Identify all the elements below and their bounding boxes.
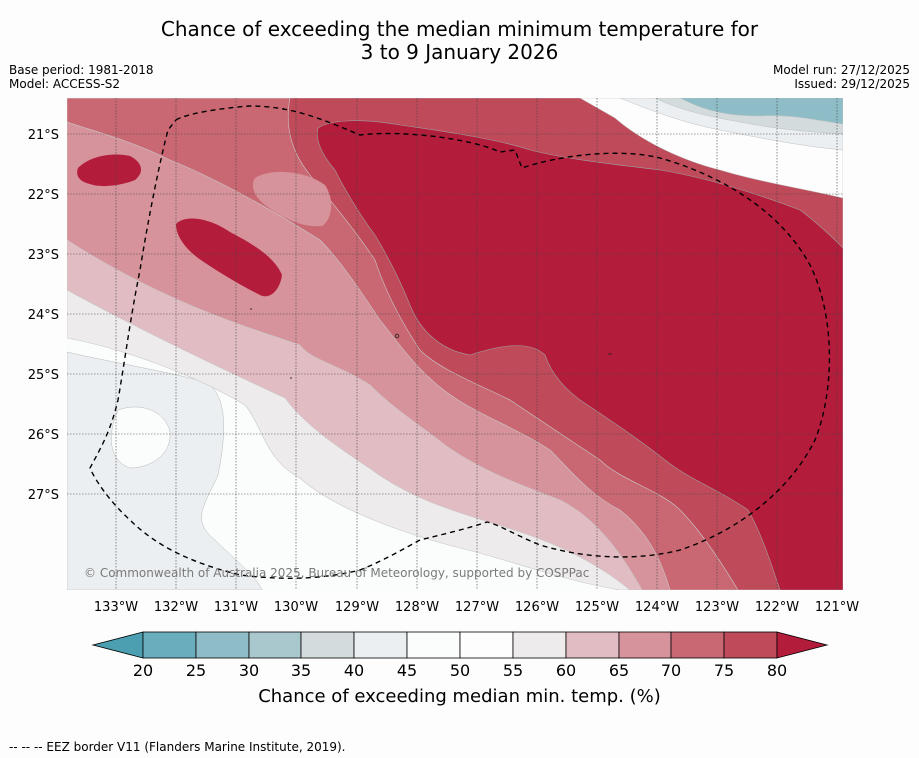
probability-field <box>67 98 843 590</box>
colorbar-segment <box>565 631 620 659</box>
colorbar-tick: 40 <box>344 661 364 680</box>
colorbar-tick: 45 <box>397 661 417 680</box>
lon-label: 127°W <box>455 600 499 615</box>
colorbar-segment <box>300 631 355 659</box>
colorbar-tick: 25 <box>186 661 206 680</box>
colorbar-tick: 80 <box>767 661 787 680</box>
lon-label: 130°W <box>274 600 318 615</box>
model-info: Base period: 1981-2018 Model: ACCESS-S2 <box>9 63 154 91</box>
lon-label: 129°W <box>335 600 379 615</box>
colorbar-segment <box>353 631 408 659</box>
lon-label: 121°W <box>815 600 859 615</box>
band-80-pocket-left <box>77 154 142 187</box>
colorbar-tick: 75 <box>714 661 734 680</box>
lat-label: 26°S <box>28 428 59 443</box>
lat-label: 23°S <box>28 248 59 263</box>
colorbar-segment <box>512 631 567 659</box>
lat-label: 21°S <box>28 128 59 143</box>
colorbar <box>91 631 829 659</box>
band-50-55-island <box>111 406 171 469</box>
colorbar-tick: 70 <box>661 661 681 680</box>
band-65-pocket <box>252 171 332 227</box>
lat-label: 27°S <box>28 488 59 503</box>
lon-label: 132°W <box>154 600 198 615</box>
lon-label: 126°W <box>515 600 559 615</box>
colorbar-label: Chance of exceeding median min. temp. (%… <box>258 686 661 707</box>
lon-label: 123°W <box>695 600 739 615</box>
colorbar-low-extend <box>91 631 144 659</box>
band-80-pocket-center <box>176 218 282 297</box>
longitude-labels: 133°W 132°W 131°W 130°W 129°W 128°W 127°… <box>94 600 859 615</box>
model-run-date: Model run: 27/12/2025 <box>772 63 910 77</box>
colorbar-tick: 50 <box>450 661 470 680</box>
colorbar-high-extend <box>776 631 829 659</box>
model-name: Model: ACCESS-S2 <box>9 77 121 91</box>
lon-label: 131°W <box>214 600 258 615</box>
lon-label: 124°W <box>635 600 679 615</box>
colorbar-segment <box>723 631 778 659</box>
map-copyright: © Commonwealth of Australia 2025, Bureau… <box>84 566 589 580</box>
colorbar-segment <box>406 631 461 659</box>
map-title: Chance of exceeding the median minimum t… <box>0 18 919 64</box>
colorbar-segment <box>459 631 514 659</box>
colorbar-tick: 35 <box>291 661 311 680</box>
colorbar-segment <box>248 631 302 659</box>
lon-label: 128°W <box>395 600 439 615</box>
colorbar-segment <box>670 631 725 659</box>
island-marker <box>394 333 400 339</box>
colorbar-tick: 65 <box>609 661 629 680</box>
colorbar-tick: 30 <box>239 661 259 680</box>
eez-legend-note: -- -- -- EEZ border V11 (Flanders Marine… <box>9 740 346 754</box>
base-period: Base period: 1981-2018 <box>9 63 154 77</box>
band-top-right-cool-4 <box>679 98 843 125</box>
band-80-plus <box>317 120 843 590</box>
lon-label: 125°W <box>575 600 619 615</box>
colorbar-segment <box>195 631 250 659</box>
island-marker-3 <box>290 377 292 379</box>
title-line-1: Chance of exceeding the median minimum t… <box>160 17 759 41</box>
colorbar-tick: 55 <box>503 661 523 680</box>
lon-label: 122°W <box>755 600 799 615</box>
lat-label: 22°S <box>28 188 59 203</box>
title-line-2: 3 to 9 January 2026 <box>360 40 559 64</box>
lon-label: 133°W <box>94 600 138 615</box>
run-info: Model run: 27/12/2025 Issued: 29/12/2025 <box>773 63 910 91</box>
colorbar-ticks: 20 25 30 35 40 45 50 55 60 65 70 75 80 <box>133 661 787 680</box>
issued-date: Issued: 29/12/2025 <box>794 77 910 91</box>
island-marker-2 <box>250 308 252 310</box>
colorbar-segment <box>142 631 197 659</box>
colorbar-tick: 60 <box>556 661 576 680</box>
colorbar-segment <box>618 631 672 659</box>
lat-label: 24°S <box>28 308 59 323</box>
lat-label: 25°S <box>28 368 59 383</box>
colorbar-tick: 20 <box>133 661 153 680</box>
latitude-labels: 21°S 22°S 23°S 24°S 25°S 26°S 27°S <box>28 128 59 503</box>
